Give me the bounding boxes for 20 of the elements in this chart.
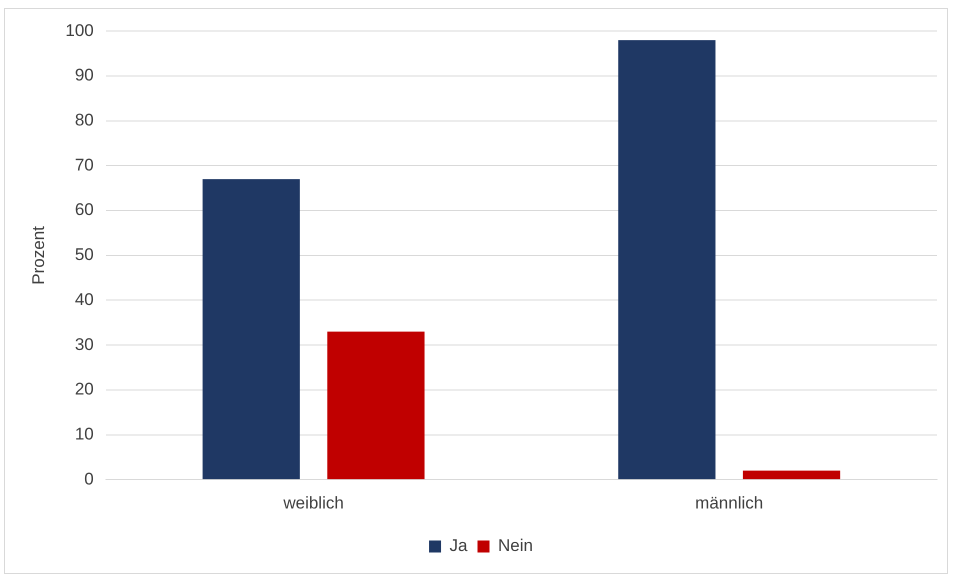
bar xyxy=(202,179,300,480)
y-tick-label: 40 xyxy=(74,290,94,309)
bar xyxy=(742,470,840,480)
legend-label: Ja xyxy=(450,536,468,556)
y-tick-label: 90 xyxy=(74,66,94,85)
y-tick-label: 70 xyxy=(74,155,94,174)
bar xyxy=(327,332,425,480)
legend-label: Nein xyxy=(498,536,533,556)
y-tick-label: 50 xyxy=(74,245,94,264)
y-tick-label: 0 xyxy=(84,469,94,488)
y-tick-label: 80 xyxy=(74,110,94,130)
y-tick-label: 30 xyxy=(74,334,94,354)
y-axis-title: Prozent xyxy=(28,226,48,285)
bar xyxy=(618,40,716,480)
y-tick-label: 20 xyxy=(74,380,94,399)
y-tick-label: 60 xyxy=(74,200,94,220)
x-tick-label: weiblich xyxy=(282,493,344,512)
x-tick-label: männlich xyxy=(695,493,764,512)
y-tick-label: 10 xyxy=(74,424,94,444)
y-tick-label: 100 xyxy=(65,20,94,40)
